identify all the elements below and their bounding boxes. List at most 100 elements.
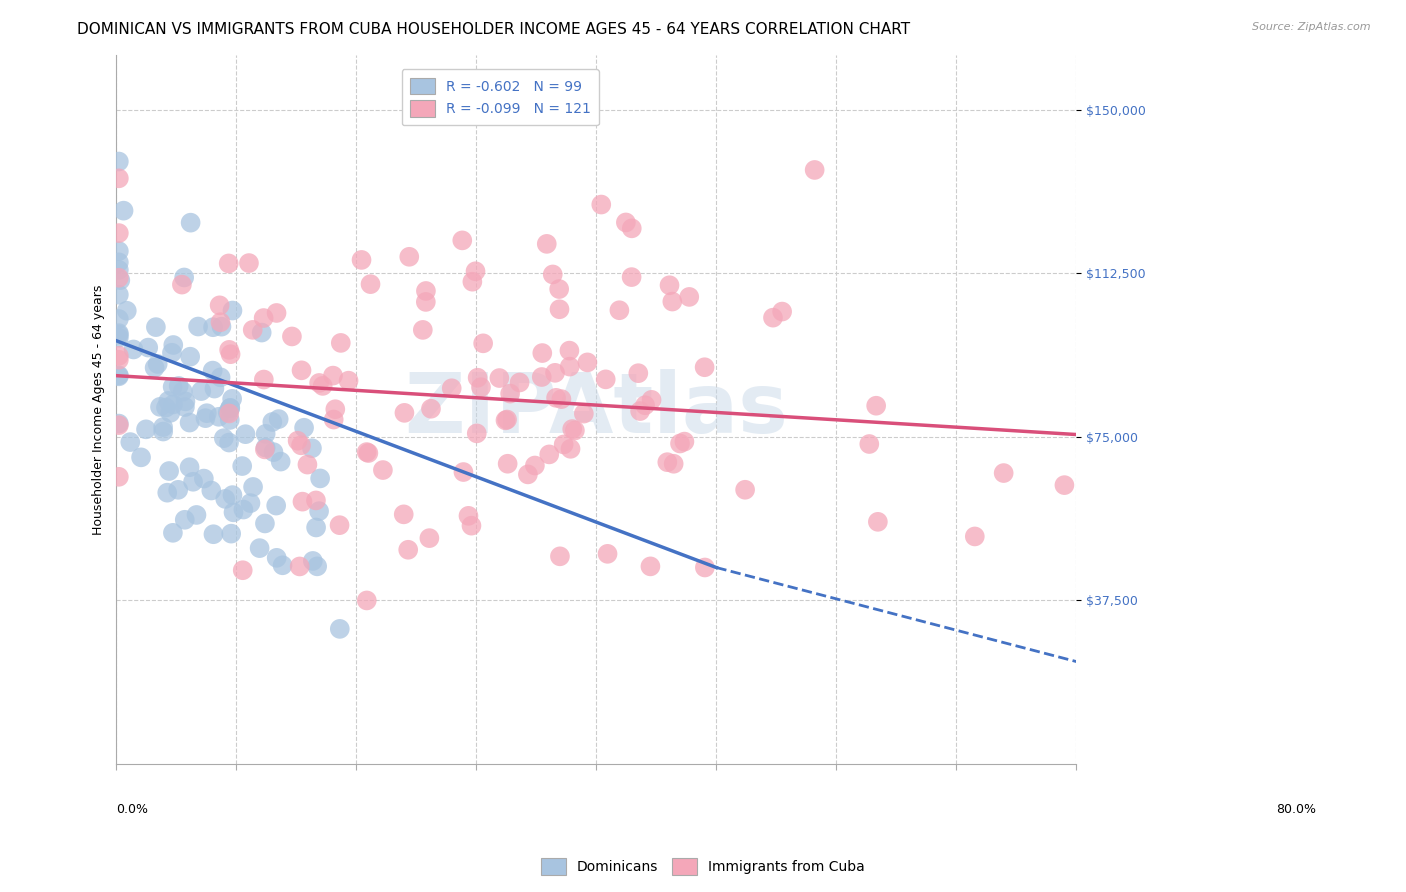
Point [218, 343, 240, 357]
Point [108, 312, 131, 326]
Point [461, 275, 484, 289]
Point [249, 541, 271, 555]
Point [112, 203, 135, 218]
Point [963, 529, 986, 543]
Point [108, 154, 131, 169]
Point [267, 412, 290, 426]
Point [194, 411, 217, 425]
Point [108, 368, 131, 383]
Point [307, 559, 329, 574]
Point [329, 518, 352, 533]
Point [350, 252, 373, 267]
Point [865, 399, 887, 413]
Point [628, 404, 651, 418]
Point [186, 508, 208, 522]
Point [157, 464, 180, 478]
Point [548, 302, 571, 317]
Point [218, 407, 240, 421]
Point [179, 416, 201, 430]
Point [187, 319, 209, 334]
Text: ZIPAtlas: ZIPAtlas [405, 369, 789, 450]
Point [218, 413, 240, 427]
Point [217, 405, 239, 419]
Point [208, 409, 231, 424]
Point [312, 379, 335, 393]
Point [356, 593, 378, 607]
Point [202, 527, 225, 541]
Text: 0.0%: 0.0% [117, 803, 149, 816]
Text: 80.0%: 80.0% [1277, 803, 1316, 816]
Point [460, 518, 482, 533]
Point [620, 270, 643, 285]
Point [252, 311, 274, 326]
Point [129, 450, 152, 465]
Point [201, 363, 224, 377]
Point [136, 341, 159, 355]
Point [770, 304, 793, 318]
Point [219, 401, 242, 415]
Point [499, 386, 522, 401]
Point [180, 216, 202, 230]
Point [145, 320, 167, 334]
Point [122, 343, 145, 357]
Point [288, 559, 311, 574]
Point [548, 282, 571, 296]
Point [143, 360, 166, 375]
Point [548, 549, 571, 564]
Point [634, 398, 657, 412]
Point [156, 485, 179, 500]
Point [202, 320, 225, 334]
Point [398, 250, 420, 264]
Point [866, 515, 889, 529]
Point [242, 323, 264, 337]
Point [242, 480, 264, 494]
Point [620, 221, 643, 235]
Point [149, 400, 172, 414]
Point [440, 381, 463, 395]
Point [560, 442, 582, 456]
Point [263, 445, 285, 459]
Point [108, 352, 131, 367]
Point [734, 483, 756, 497]
Point [209, 315, 232, 329]
Point [415, 294, 437, 309]
Point [108, 171, 131, 186]
Point [803, 163, 825, 178]
Point [262, 415, 284, 429]
Point [160, 345, 183, 359]
Point [108, 369, 131, 384]
Point [496, 457, 519, 471]
Point [208, 298, 231, 312]
Point [162, 380, 184, 394]
Point [193, 472, 215, 486]
Point [292, 421, 315, 435]
Point [420, 401, 443, 416]
Point [173, 513, 195, 527]
Point [396, 542, 419, 557]
Point [271, 558, 294, 573]
Point [167, 483, 190, 497]
Point [181, 475, 204, 489]
Point [254, 426, 277, 441]
Point [209, 370, 232, 384]
Point [232, 563, 254, 577]
Point [308, 376, 330, 390]
Point [115, 303, 138, 318]
Point [415, 284, 437, 298]
Point [135, 422, 157, 436]
Point [253, 516, 276, 531]
Point [221, 392, 243, 406]
Point [108, 244, 131, 259]
Point [290, 438, 312, 452]
Point [190, 384, 212, 398]
Point [658, 278, 681, 293]
Point [576, 355, 599, 369]
Point [232, 502, 254, 516]
Point [531, 346, 554, 360]
Point [669, 436, 692, 450]
Point [329, 335, 352, 350]
Point [167, 379, 190, 393]
Point [174, 400, 197, 414]
Point [572, 407, 595, 421]
Point [693, 360, 716, 375]
